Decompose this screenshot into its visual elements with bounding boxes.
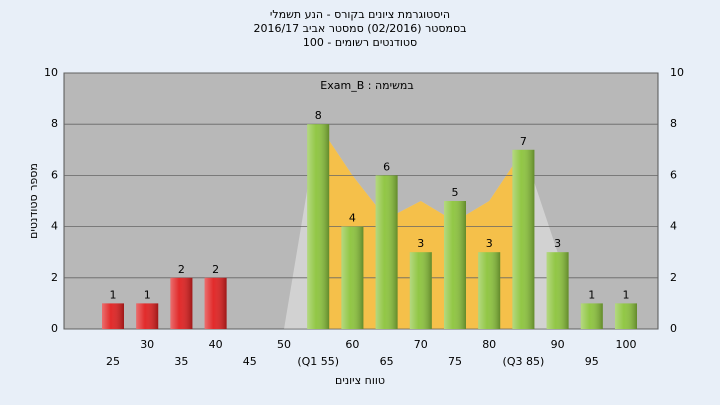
data-label: 1 [623, 288, 630, 301]
y2-tick-label: 4 [670, 220, 677, 233]
x-tick-label: 90 [551, 338, 565, 351]
data-label: 2 [178, 263, 185, 276]
data-label: 1 [144, 288, 151, 301]
y2-tick-label: 6 [670, 168, 677, 181]
x-tick-label: 80 [482, 338, 496, 351]
y-tick-label: 6 [51, 168, 58, 181]
data-label: 6 [383, 160, 390, 173]
y-tick-label: 0 [51, 322, 58, 335]
y2-tick-label: 10 [670, 66, 684, 79]
bar-shade [546, 252, 569, 329]
data-label: 8 [315, 109, 322, 122]
x-tick-label: 65 [380, 355, 394, 368]
chart-subtitle: בסמסטר (02/2016) סמסטר אביב 2016/17 [253, 22, 466, 35]
x-tick-label: 35 [174, 355, 188, 368]
y2-tick-label: 0 [670, 322, 677, 335]
bar-shade [307, 124, 330, 329]
data-label: 1 [110, 288, 117, 301]
x-tick-label: 60 [345, 338, 359, 351]
y2-tick-label: 2 [670, 271, 677, 284]
x-tick-label: 95 [585, 355, 599, 368]
data-label: 3 [417, 237, 424, 250]
bar-shade [170, 277, 193, 329]
x-tick-label: 45 [243, 355, 257, 368]
x-tick-label: 100 [616, 338, 637, 351]
y-tick-label: 2 [51, 271, 58, 284]
bar-shade [512, 149, 535, 329]
bar-shade [444, 201, 466, 329]
annotation: במשימה : Exam_B [320, 79, 413, 92]
bar-shade [615, 303, 637, 329]
x-axis-label: טווח ציונים [335, 374, 385, 387]
y-axis-label: מספר סטודנטים [27, 163, 40, 239]
bar-shade [375, 175, 398, 329]
x-tick-label: (Q1 55) [297, 355, 339, 368]
x-tick-label: 70 [414, 338, 428, 351]
bar-shade [580, 303, 603, 329]
bar-shade [409, 252, 432, 329]
chart-subtitle: סטודנטים רשומים - 100 [303, 36, 417, 49]
bar-shade [102, 303, 124, 329]
bar-shade [478, 252, 501, 329]
x-tick-label: 75 [448, 355, 462, 368]
data-label: 7 [520, 135, 527, 148]
x-tick-label: 50 [277, 338, 291, 351]
x-tick-label: 25 [106, 355, 120, 368]
y-tick-label: 10 [44, 66, 58, 79]
x-tick-label: 40 [209, 338, 223, 351]
y2-tick-label: 8 [670, 117, 677, 130]
data-label: 5 [452, 186, 459, 199]
bar-shade [136, 303, 159, 329]
data-label: 4 [349, 212, 356, 225]
data-label: 1 [588, 288, 595, 301]
x-tick-label: 30 [140, 338, 154, 351]
bar-shade [204, 277, 227, 329]
y-tick-label: 8 [51, 117, 58, 130]
data-label: 2 [212, 263, 219, 276]
chart-title: היסטוגרמת ציונים בקורס - הנע תשמלי [270, 8, 450, 21]
bar-shade [341, 226, 364, 329]
y-tick-label: 4 [51, 220, 58, 233]
data-label: 3 [554, 237, 561, 250]
data-label: 3 [486, 237, 493, 250]
x-tick-label: (Q3 85) [503, 355, 545, 368]
